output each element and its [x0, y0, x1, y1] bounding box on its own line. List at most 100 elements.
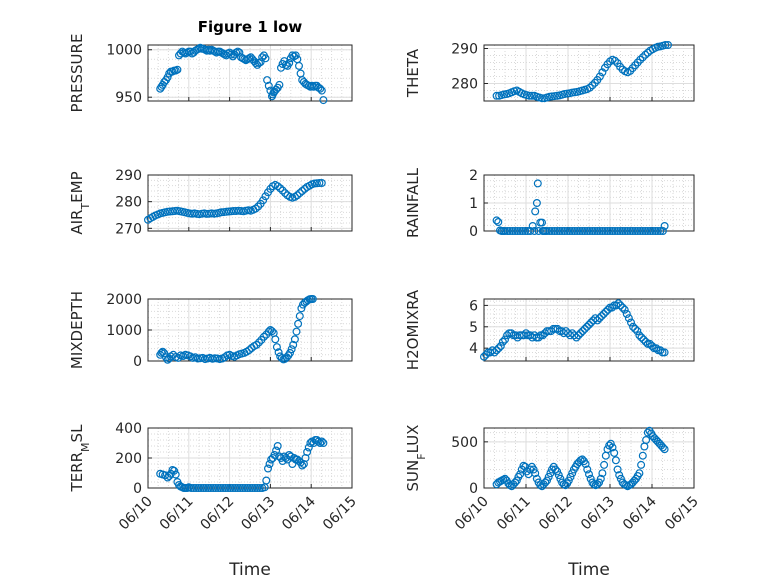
data-point: [268, 327, 277, 336]
data-point: [643, 227, 652, 236]
y-axis-label-subscript: M: [79, 442, 92, 452]
data-point: [620, 305, 629, 314]
data-point: [564, 476, 573, 485]
x-tick-label: 06/10: [116, 494, 156, 534]
data-point: [576, 329, 585, 338]
y-axis-label-part: MIXDEPTH: [68, 291, 86, 369]
data-point: [580, 227, 589, 236]
data-point: [635, 331, 644, 340]
data-point: [597, 312, 606, 321]
data-point: [521, 227, 530, 236]
x-tick-label: 06/13: [578, 494, 618, 534]
data-point: [551, 465, 560, 474]
y-tick-label: 0: [133, 481, 142, 497]
y-tick-label: 950: [115, 90, 142, 106]
data-point: [613, 465, 622, 474]
data-point: [531, 207, 540, 216]
data-point: [157, 348, 166, 357]
data-point: [575, 227, 584, 236]
data-point: [258, 53, 267, 62]
data-point: [278, 186, 287, 195]
data-point: [584, 320, 593, 329]
subplot-air-temp: 270 280 290 AIRTEMP: [68, 168, 353, 237]
data-point: [641, 337, 650, 346]
data-point: [595, 478, 604, 487]
subplot-sun-flux: 0 500 06/10 06/11 06/12 06/13 06/14 06/15 SUNFLU…: [404, 425, 702, 580]
x-tick-label: 06/11: [494, 494, 534, 534]
data-point: [636, 227, 645, 236]
data-point: [590, 227, 599, 236]
y-axis-label-subscript: F: [415, 453, 428, 459]
data-point: [264, 327, 273, 336]
data-point: [316, 84, 325, 93]
data-point: [596, 474, 605, 483]
chart-title: Figure 1 low: [198, 18, 303, 36]
axes-frame: [147, 44, 353, 102]
data-point: [555, 227, 564, 236]
data-point: [217, 208, 226, 217]
data-point: [537, 218, 546, 227]
data-point: [610, 227, 619, 236]
data-point: [618, 227, 627, 236]
data-point: [275, 80, 284, 89]
x-axis-label: Time: [567, 560, 610, 580]
data-point: [501, 227, 510, 236]
data-point: [533, 179, 542, 188]
data-point: [532, 199, 541, 208]
data-series: [156, 43, 328, 105]
data-point: [259, 196, 268, 205]
y-tick-label: 0: [133, 354, 142, 370]
data-point: [611, 456, 620, 465]
data-point: [563, 227, 572, 236]
data-point: [637, 333, 646, 342]
data-point: [629, 322, 638, 331]
data-point: [166, 207, 175, 216]
data-point: [638, 53, 647, 62]
data-point: [663, 40, 672, 49]
data-point: [588, 81, 597, 90]
data-point: [633, 327, 642, 336]
data-point: [494, 344, 503, 353]
y-axis-label: TERRMSL: [68, 424, 92, 493]
data-point: [598, 68, 607, 77]
data-point: [553, 324, 562, 333]
data-point: [261, 192, 270, 201]
data-point: [651, 227, 660, 236]
data-point: [558, 227, 567, 236]
x-tick-label: 06/14: [279, 493, 319, 533]
data-point: [314, 437, 323, 446]
y-tick-label: 280: [115, 195, 142, 211]
y-axis-label: SUNFLUX: [404, 425, 428, 492]
data-point: [656, 346, 665, 355]
data-point: [516, 227, 525, 236]
data-point: [641, 227, 650, 236]
data-point: [593, 316, 602, 325]
data-point: [272, 343, 281, 352]
data-point: [492, 216, 501, 225]
data-point: [605, 227, 614, 236]
data-point: [568, 469, 577, 478]
data-point: [585, 83, 594, 92]
data-point: [583, 227, 592, 236]
subplot-pressure: 950 1000 PRESSURE Figure 1 low: [68, 18, 353, 113]
data-point: [572, 333, 581, 342]
data-point: [626, 227, 635, 236]
data-point: [291, 51, 300, 60]
data-point: [547, 92, 556, 101]
data-series: [492, 40, 672, 103]
data-point: [270, 451, 279, 460]
data-point: [610, 448, 619, 457]
data-series: [480, 299, 669, 361]
data-point: [608, 227, 617, 236]
y-tick-label: 4: [469, 341, 478, 357]
data-point: [273, 182, 282, 191]
y-axis-label-part: SUN: [404, 460, 422, 492]
y-tick-label: 2: [469, 168, 478, 184]
data-point: [492, 346, 501, 355]
data-point: [530, 227, 539, 236]
y-axis-label: PRESSURE: [68, 34, 86, 113]
y-tick-label: 6: [469, 298, 478, 314]
data-point: [170, 466, 179, 475]
data-point: [628, 227, 637, 236]
data-point: [256, 58, 265, 67]
